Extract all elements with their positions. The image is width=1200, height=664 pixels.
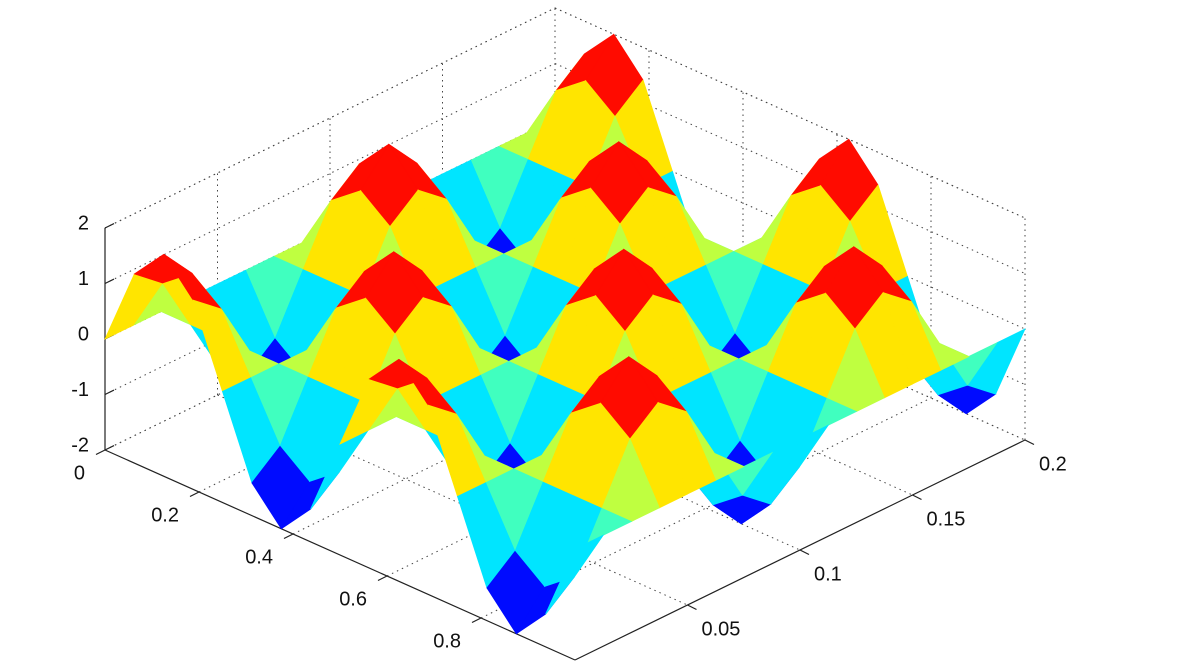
grid-line xyxy=(104,229,556,451)
y-tick xyxy=(1024,439,1035,446)
x-tick xyxy=(189,491,200,498)
grid-line xyxy=(292,313,744,535)
y-tick xyxy=(799,549,810,556)
grid-line xyxy=(104,174,556,395)
x-tick-label: 0.2 xyxy=(151,504,179,526)
z-tick-label: 1 xyxy=(78,268,89,290)
y-tick xyxy=(687,604,697,611)
y-tick-label: 0.05 xyxy=(702,618,741,640)
x-tick-label: 0 xyxy=(74,462,85,484)
y-tick xyxy=(912,494,922,501)
y-tick-label: 0.15 xyxy=(927,508,966,530)
box-edge xyxy=(104,7,556,229)
z-tick-label: -2 xyxy=(71,434,89,456)
grid-line xyxy=(104,63,556,284)
surface-patch xyxy=(545,534,605,615)
x-tick xyxy=(283,533,294,540)
z-tick-label: 2 xyxy=(78,212,89,234)
z-tick xyxy=(104,278,115,285)
x-axis xyxy=(104,449,576,661)
z-tick xyxy=(104,445,115,451)
z-tick-label: -1 xyxy=(71,379,89,401)
x-tick xyxy=(471,617,482,624)
x-tick-label: 0.4 xyxy=(245,546,273,568)
z-tick xyxy=(104,389,115,396)
grid-line xyxy=(386,355,838,577)
y-tick-label: 0.1 xyxy=(814,563,842,585)
x-tick-label: 0.6 xyxy=(339,588,367,610)
z-tick-label: 0 xyxy=(78,323,89,345)
z-tick xyxy=(104,223,115,229)
x-tick-label: 0.8 xyxy=(433,630,461,652)
x-tick xyxy=(377,575,388,582)
y-tick-label: 0.2 xyxy=(1039,453,1067,475)
x-tick xyxy=(95,449,106,456)
